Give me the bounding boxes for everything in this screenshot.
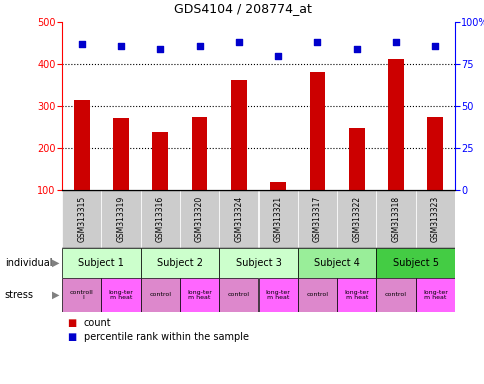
Bar [62,190,101,248]
Bar [336,190,376,248]
Text: long-ter
m heat: long-ter m heat [265,290,290,300]
Bar [336,278,376,312]
Text: ▶: ▶ [52,258,60,268]
Text: ■: ■ [67,332,76,342]
Text: long-ter
m heat: long-ter m heat [422,290,447,300]
Bar [230,80,246,190]
Bar [219,278,258,312]
Text: long-ter
m heat: long-ter m heat [108,290,133,300]
Point [156,46,164,52]
Bar [415,190,454,248]
Text: ■: ■ [67,318,76,328]
Point [313,39,321,45]
Text: GSM313319: GSM313319 [116,196,125,242]
Bar [219,248,297,278]
Text: individual: individual [5,258,52,268]
Bar [348,128,364,190]
Text: GSM313318: GSM313318 [391,196,400,242]
Text: Subject 1: Subject 1 [78,258,124,268]
Text: ▶: ▶ [52,290,60,300]
Bar [297,278,336,312]
Bar [297,190,336,248]
Bar [152,132,168,190]
Text: GSM313324: GSM313324 [234,196,243,242]
Bar [180,278,219,312]
Text: GSM313321: GSM313321 [273,196,282,242]
Point [77,41,85,47]
Text: Subject 2: Subject 2 [157,258,202,268]
Bar [415,278,454,312]
Point [117,43,124,49]
Text: long-ter
m heat: long-ter m heat [187,290,212,300]
Bar [140,190,180,248]
Text: GSM313316: GSM313316 [155,196,165,242]
Bar [376,248,454,278]
Point [195,43,203,49]
Point [352,46,360,52]
Bar [62,248,140,278]
Bar [219,190,258,248]
Text: stress: stress [5,290,34,300]
Bar [387,59,403,190]
Text: long-ter
m heat: long-ter m heat [344,290,368,300]
Text: Subject 5: Subject 5 [392,258,438,268]
Bar [297,248,376,278]
Text: GSM313322: GSM313322 [351,196,361,242]
Bar [258,278,297,312]
Bar [426,116,442,190]
Text: GSM313323: GSM313323 [430,196,439,242]
Text: control: control [149,293,171,298]
Bar [140,248,219,278]
Bar [258,190,297,248]
Text: control: control [227,293,249,298]
Bar [140,278,180,312]
Text: count: count [84,318,111,328]
Point [274,53,282,59]
Bar [62,278,101,312]
Point [392,39,399,45]
Text: percentile rank within the sample: percentile rank within the sample [84,332,248,342]
Bar [191,116,207,190]
Bar [270,182,286,190]
Bar [376,190,415,248]
Bar [74,100,90,190]
Text: control: control [384,293,406,298]
Text: GSM313315: GSM313315 [77,196,86,242]
Text: GDS4104 / 208774_at: GDS4104 / 208774_at [173,2,311,15]
Text: GSM313317: GSM313317 [312,196,321,242]
Text: GSM313320: GSM313320 [195,196,204,242]
Point [431,43,439,49]
Text: Subject 4: Subject 4 [314,258,359,268]
Bar [101,190,140,248]
Bar [309,73,325,190]
Point [234,39,242,45]
Text: controll
  l: controll l [70,290,93,300]
Text: Subject 3: Subject 3 [235,258,281,268]
Bar [113,118,129,190]
Bar [101,278,140,312]
Bar [376,278,415,312]
Bar [180,190,219,248]
Text: control: control [306,293,328,298]
